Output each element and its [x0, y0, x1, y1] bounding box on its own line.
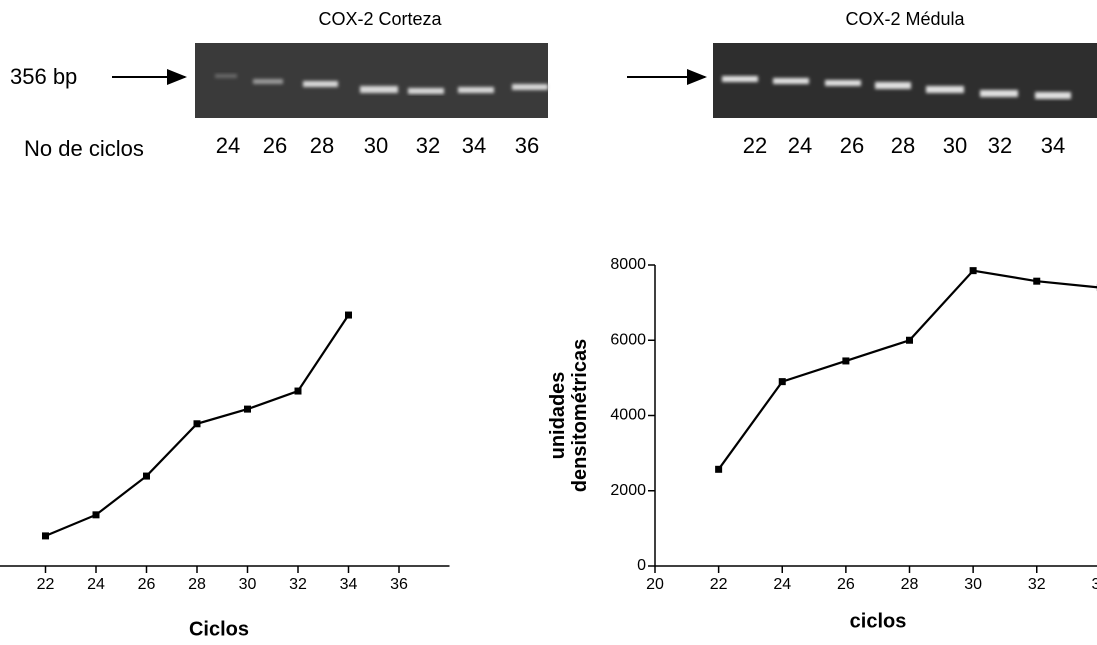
x-tick-label: 26 — [138, 576, 156, 593]
data-point — [42, 532, 49, 539]
y-axis-label: unidadesdensitométricas — [547, 339, 591, 492]
lane-label: 34 — [462, 133, 486, 158]
lane-label: 26 — [263, 133, 287, 158]
gel-title: COX-2 Corteza — [318, 9, 442, 29]
lane-label: 30 — [364, 133, 388, 158]
x-tick-label: 24 — [773, 576, 791, 593]
data-point — [779, 378, 786, 385]
gel-image — [195, 43, 548, 118]
x-tick-label: 24 — [87, 576, 105, 593]
y-tick-label: 0 — [637, 557, 646, 574]
lane-label: 34 — [1041, 133, 1065, 158]
lane-label: 36 — [515, 133, 539, 158]
lane-label: 30 — [943, 133, 967, 158]
lane-caption: No de ciclos — [24, 136, 144, 161]
gel-image — [713, 43, 1097, 118]
x-tick-label: 30 — [239, 576, 257, 593]
data-line — [719, 271, 1097, 470]
data-point — [143, 473, 150, 480]
x-tick-label: 22 — [37, 576, 55, 593]
lane-label: 22 — [743, 133, 767, 158]
lane-label: 28 — [891, 133, 915, 158]
figure: COX-2 Corteza COX-2 Médula 356 bp No de … — [0, 0, 1097, 645]
lane-label: 26 — [840, 133, 864, 158]
data-point — [906, 337, 913, 344]
data-point — [345, 312, 352, 319]
data-point — [970, 267, 977, 274]
x-tick-label: 26 — [837, 576, 855, 593]
y-tick-label: 2000 — [610, 482, 646, 499]
x-axis-label: ciclos — [850, 610, 907, 632]
gel-title: COX-2 Médula — [845, 9, 965, 29]
x-tick-label: 34 — [340, 576, 358, 593]
x-tick-label: 20 — [646, 576, 664, 593]
x-tick-label: 32 — [289, 576, 307, 593]
y-axis-label-line: densitométricas — [569, 339, 591, 492]
lane-label: 32 — [416, 133, 440, 158]
data-point — [244, 406, 251, 413]
x-tick-label: 36 — [390, 576, 408, 593]
lane-label: 24 — [788, 133, 812, 158]
x-axis-label: Ciclos — [189, 618, 249, 640]
y-tick-label: 4000 — [610, 407, 646, 424]
data-point — [715, 466, 722, 473]
data-point — [1033, 278, 1040, 285]
data-point — [93, 511, 100, 518]
x-tick-label: 28 — [901, 576, 919, 593]
x-tick-label: 28 — [188, 576, 206, 593]
marker-label: 356 bp — [10, 64, 77, 89]
y-tick-label: 8000 — [610, 256, 646, 273]
x-tick-label: 32 — [1028, 576, 1046, 593]
x-tick-label: 30 — [964, 576, 982, 593]
lane-label: 24 — [216, 133, 240, 158]
lane-label: 28 — [310, 133, 334, 158]
x-tick-label: 22 — [710, 576, 728, 593]
data-point — [295, 388, 302, 395]
data-point — [842, 357, 849, 364]
data-point — [194, 420, 201, 427]
y-tick-label: 6000 — [610, 331, 646, 348]
x-tick-label: 34 — [1091, 576, 1097, 593]
y-axis-label-line: unidades — [547, 372, 569, 460]
lane-label: 32 — [988, 133, 1012, 158]
